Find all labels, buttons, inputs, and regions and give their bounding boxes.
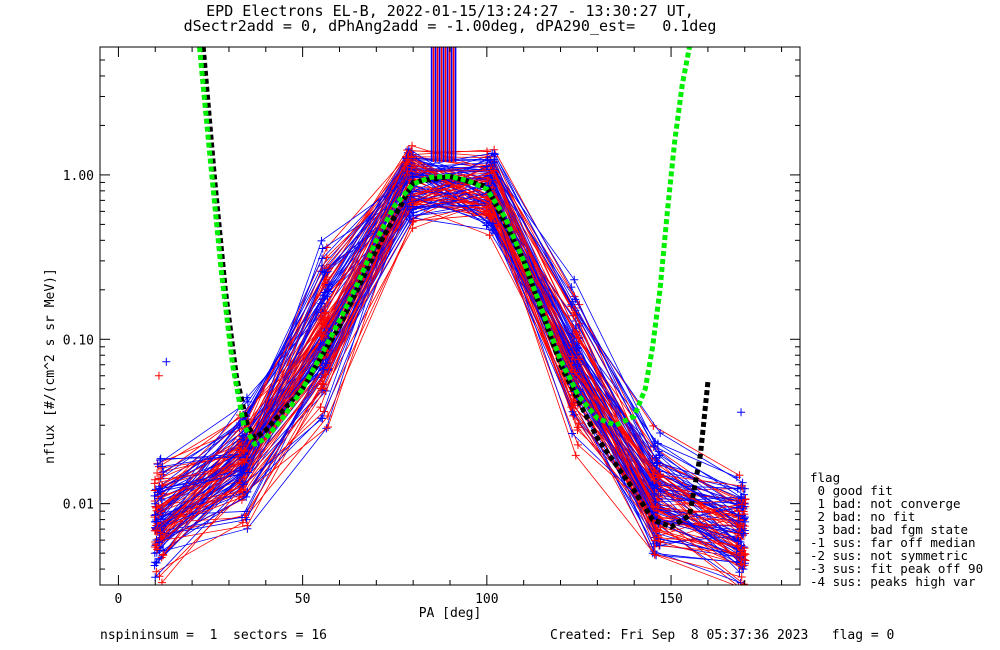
- flux-profile-line: [162, 169, 743, 527]
- flux-profile-markers: [152, 202, 743, 585]
- legend-item: -4 sus: peaks high var: [810, 574, 976, 589]
- flux-profile-markers: [154, 155, 743, 520]
- legend-title: flag: [810, 470, 841, 485]
- flux-profile-markers: [156, 166, 745, 538]
- legend-item: 3 bad: bad fgm state: [810, 522, 969, 537]
- legend-item: -3 sus: fit peak off 90: [810, 561, 984, 576]
- outlier-point: [737, 408, 746, 417]
- flux-profile-line: [156, 162, 746, 509]
- flux-profile-line: [158, 176, 744, 557]
- flux-profile-line: [157, 166, 745, 566]
- footer-spin-info: nspininsum = 1 sectors = 16: [100, 628, 327, 643]
- x-tick-label: 150: [659, 592, 682, 607]
- y-tick-label: 0.01: [63, 498, 94, 513]
- x-tick-label: 0: [115, 592, 123, 607]
- chart-title-line2: dSectr2add = 0, dPhAng2add = -1.00deg, d…: [183, 17, 717, 35]
- x-tick-label: 50: [295, 592, 311, 607]
- flux-profile-line: [158, 156, 742, 502]
- flux-profile-line: [154, 163, 741, 521]
- outlier-point: [162, 357, 171, 366]
- legend-item: 1 bad: not converge: [810, 496, 961, 511]
- fit-curve: [197, 47, 692, 447]
- flux-profile-line: [158, 196, 744, 543]
- outlier-point: [154, 371, 163, 380]
- flux-profile-line: [156, 170, 746, 523]
- x-axis-label: PA [deg]: [419, 606, 482, 621]
- legend-item: 0 good fit: [810, 483, 893, 498]
- plot-area: [150, 47, 750, 585]
- flux-profile-markers: [156, 181, 746, 503]
- chart-title-line1: EPD Electrons EL-B, 2022-01-15/13:24:27 …: [206, 2, 694, 20]
- flux-profile-line: [155, 158, 740, 533]
- flux-profile-line: [160, 170, 741, 534]
- footer-created-info: Created: Fri Sep 8 05:37:36 2023 flag = …: [550, 628, 895, 643]
- flux-profile-line: [154, 165, 741, 504]
- y-tick-label: 1.00: [63, 169, 94, 184]
- legend-item: -1 sus: far off median: [810, 535, 976, 550]
- flux-profile-line: [160, 169, 743, 483]
- flux-profile-line: [161, 178, 745, 510]
- axes: 0 50 100 150 0.01 0.10 1.00 PA [deg] nflux [#/(c…: [43, 46, 801, 621]
- y-axis-label: nflux [#/(cm^2 s sr MeV)]: [43, 268, 58, 464]
- legend-item: 2 bad: no fit: [810, 509, 916, 524]
- flux-profile-line: [161, 180, 740, 540]
- legend-item: -2 sus: not symmetric: [810, 548, 969, 563]
- y-tick-label: 0.10: [63, 333, 94, 348]
- median-curve: [200, 47, 711, 530]
- x-tick-label: 100: [475, 592, 498, 607]
- flag-legend: flag 0 good fit 1 bad: not converge 2 ba…: [810, 471, 983, 588]
- series-layer: [150, 47, 750, 585]
